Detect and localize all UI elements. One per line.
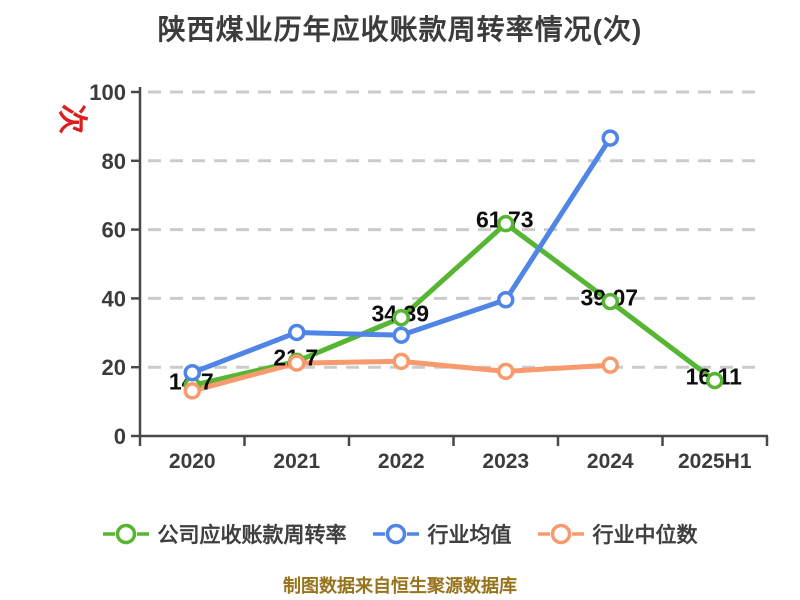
y-tick-label: 20	[102, 355, 126, 380]
legend-label-industry-median: 行业中位数	[592, 524, 698, 547]
y-tick-label: 0	[114, 424, 126, 449]
data-point-series_blue	[288, 323, 306, 342]
data-point-series_green	[392, 308, 410, 327]
data-point-series_orange	[601, 356, 619, 374]
data-point-series_orange	[392, 352, 410, 371]
data-point-series_green	[706, 371, 724, 390]
data-point-series_orange	[183, 382, 201, 400]
data-point-series_green	[601, 292, 619, 311]
legend-label-company: 公司应收账款周转率	[157, 524, 347, 547]
x-tick-label: 2023	[482, 450, 529, 473]
data-point-series_blue	[601, 129, 619, 147]
x-tick-label: 2021	[273, 450, 320, 473]
x-tick-label: 2024	[587, 450, 634, 473]
x-tick-label: 2025H1	[678, 450, 752, 473]
y-tick-label: 60	[102, 218, 126, 243]
data-point-series_blue	[497, 291, 515, 309]
x-tick-label: 2020	[169, 450, 216, 473]
data-source-caption: 制图数据来自恒生聚源数据库	[283, 576, 517, 596]
legend-item-company: 公司应收账款周转率	[102, 519, 347, 549]
legend-item-industry-median: 行业中位数	[537, 519, 698, 549]
legend-marker-green-icon	[102, 523, 149, 545]
chart-title: 陕西煤业历年应收账款周转率情况(次)	[157, 14, 643, 45]
chart-legend: 公司应收账款周转率 行业均值 行业中位数	[0, 519, 800, 549]
data-point-series_blue	[183, 363, 201, 382]
data-point-series_blue	[392, 326, 410, 344]
y-tick-label: 100	[89, 80, 126, 105]
legend-item-industry-mean: 行业均值	[372, 519, 512, 549]
data-point-series_green	[497, 214, 515, 233]
data-point-series_orange	[497, 362, 515, 381]
y-tick-label: 40	[102, 286, 126, 311]
y-tick-label: 80	[102, 149, 126, 174]
data-point-series_orange	[288, 354, 306, 372]
legend-marker-blue-icon	[372, 523, 419, 545]
legend-marker-orange-icon	[537, 523, 584, 545]
x-tick-label: 2022	[378, 450, 425, 473]
legend-label-industry-mean: 行业均值	[427, 524, 512, 547]
